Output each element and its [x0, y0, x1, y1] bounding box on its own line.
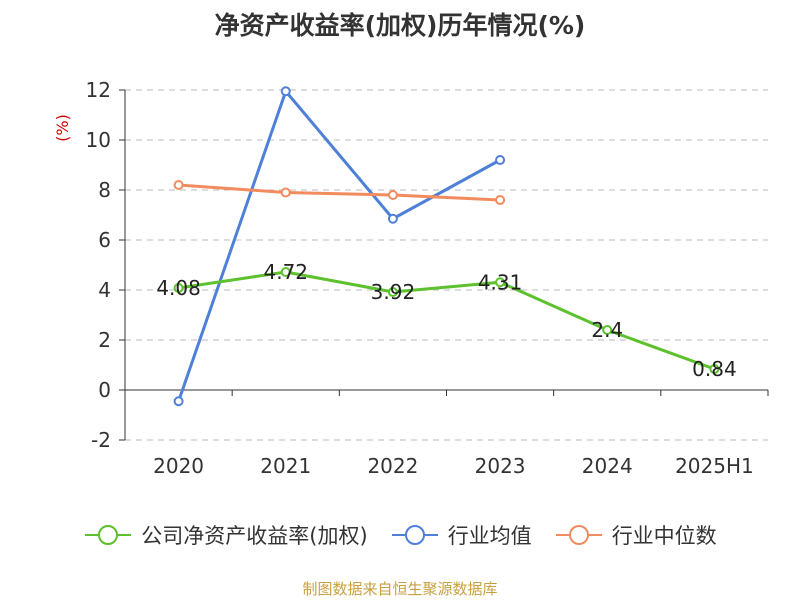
- legend-item[interactable]: 公司净资产收益率(加权): [83, 520, 368, 550]
- legend-label: 行业中位数: [611, 524, 717, 548]
- legend-line-circle-icon: [391, 525, 438, 545]
- series-line: [177, 89, 501, 402]
- y-tick-label: 4: [98, 278, 111, 302]
- data-point: [280, 267, 291, 277]
- legend-item[interactable]: 行业均值: [390, 520, 532, 550]
- x-tick-label: 2024: [582, 454, 633, 478]
- chart-title: 净资产收益率(加权)历年情况(%): [214, 11, 586, 40]
- y-tick-label: 0: [98, 378, 111, 402]
- data-point: [173, 180, 184, 190]
- legend-line-circle-icon: [555, 525, 602, 545]
- legend-line-circle-icon: [85, 525, 132, 545]
- x-tick-label: 2023: [475, 454, 526, 478]
- series-line: [178, 270, 715, 371]
- data-point: [495, 277, 506, 288]
- data-label: 4.31: [478, 270, 523, 294]
- data-label: 4.08: [156, 276, 201, 300]
- data-point: [495, 155, 506, 165]
- data-label: 4.72: [263, 260, 308, 284]
- y-tick-label: 2: [98, 328, 111, 352]
- data-label: 3.92: [371, 280, 416, 304]
- data-label: 0.84: [692, 357, 737, 381]
- data-point: [173, 396, 184, 407]
- data-source-note: 制图数据来自恒生聚源数据库: [302, 580, 498, 598]
- data-point: [709, 364, 720, 374]
- data-point: [173, 283, 184, 293]
- y-tick-label: 12: [86, 78, 111, 102]
- data-point: [387, 213, 398, 224]
- data-labels: 4.08 4.72 3.92 4.31 2.4 0.84: [156, 260, 736, 381]
- y-tick-label: -2: [91, 428, 111, 452]
- data-point: [280, 86, 291, 97]
- series-lines: [173, 86, 720, 407]
- data-label: 2.4: [591, 318, 623, 342]
- legend-label: 公司净资产收益率(加权): [141, 524, 368, 548]
- data-point: [387, 287, 398, 297]
- legend: 公司净资产收益率(加权) 行业均值 行业中位数: [0, 520, 800, 550]
- x-tick-label: 2021: [260, 454, 311, 478]
- grid-lines: [125, 89, 768, 441]
- data-point: [602, 325, 613, 335]
- x-tick-label: 2020: [153, 454, 204, 478]
- y-tick-label: 6: [98, 228, 111, 252]
- data-point: [387, 190, 398, 200]
- legend-item[interactable]: 行业中位数: [554, 520, 717, 550]
- y-tick-label: 8: [98, 178, 111, 202]
- data-point: [495, 195, 506, 205]
- line-chart: -2 0 2 4 6 8 10 12 2020 2021 2022 2023 2024 2025H1 4.…: [53, 78, 769, 478]
- axes: -2 0 2 4 6 8 10 12 2020 2021 2022 2023 2024 2025H1: [86, 78, 769, 478]
- x-tick-label: 2025H1: [675, 454, 754, 478]
- data-point: [280, 187, 291, 198]
- y-axis-label: (%): [53, 114, 72, 142]
- series-line: [178, 183, 501, 202]
- x-tick-label: 2022: [367, 454, 418, 478]
- legend-label: 行业均值: [447, 524, 532, 548]
- y-tick-label: 10: [86, 128, 111, 152]
